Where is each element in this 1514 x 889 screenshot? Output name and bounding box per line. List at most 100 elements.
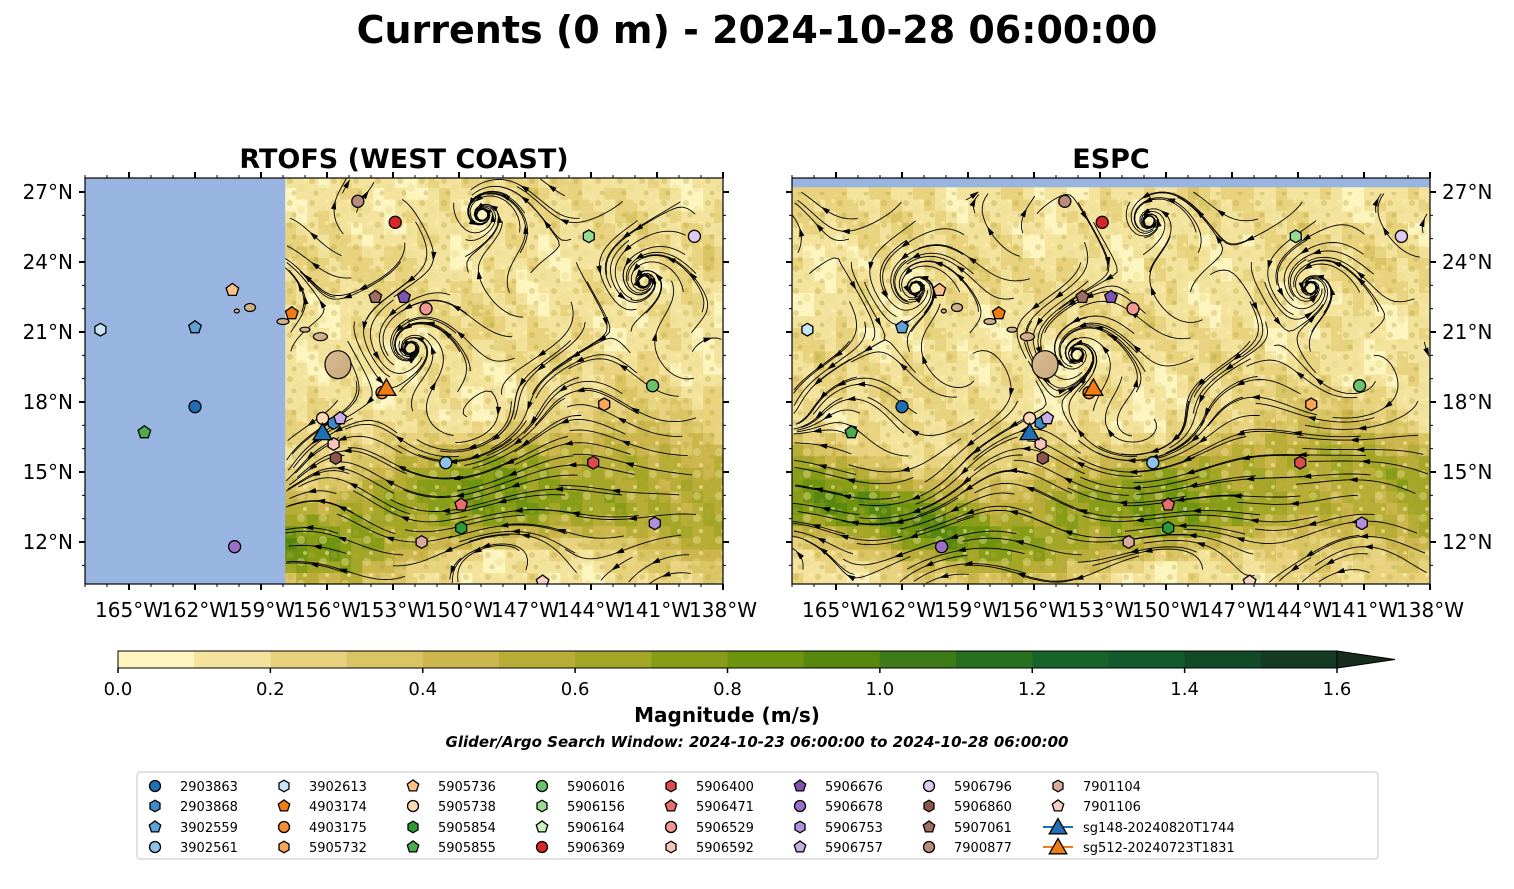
y-tick-label: 21°N xyxy=(1442,320,1492,344)
float-marker-5905854 xyxy=(455,520,468,536)
legend-label: 5905854 xyxy=(438,821,496,836)
float-marker-2903863 xyxy=(895,400,909,414)
legend-label: 5906164 xyxy=(567,821,625,836)
legend-marker xyxy=(793,799,807,813)
x-tick-label: 165°W xyxy=(802,598,870,622)
legend-item-7901104: 7901104 xyxy=(1052,779,1141,795)
x-tick-label: 144°W xyxy=(1264,598,1332,622)
float-marker-5906369 xyxy=(388,215,402,229)
float-marker-7900877 xyxy=(351,194,365,208)
legend-marker xyxy=(278,840,290,854)
legend-marker xyxy=(923,799,935,813)
y-tick-label: 27°N xyxy=(23,180,73,204)
float-marker-sg512-20240723T1831 xyxy=(1082,377,1104,396)
legend-marker xyxy=(665,779,677,793)
legend-item-5907061: 5907061 xyxy=(922,820,1012,836)
x-tick-label: 141°W xyxy=(623,598,691,622)
float-marker-5906592 xyxy=(1034,436,1047,452)
y-tick-label: 12°N xyxy=(1442,530,1492,554)
float-marker-3902613 xyxy=(94,322,107,337)
legend-label: 7900877 xyxy=(954,841,1012,856)
legend-item-7900877: 7900877 xyxy=(922,840,1012,856)
legend-label: 5906678 xyxy=(825,800,883,815)
float-marker-3902561 xyxy=(439,456,453,470)
float-marker-5906369 xyxy=(1095,215,1109,229)
legend-marker xyxy=(407,820,419,834)
legend-marker xyxy=(406,799,420,813)
float-marker-sg148-20240820T1744 xyxy=(1019,422,1041,441)
float-marker-5906678 xyxy=(227,540,242,554)
colorbar-segment xyxy=(575,651,652,668)
colorbar: 0.0 0.2 0.4 0.6 0.8 1.0 1.2 1.4 1.6 xyxy=(104,650,1396,700)
colorbar-segment xyxy=(803,651,881,668)
legend-marker xyxy=(535,820,549,833)
float-marker-5906860 xyxy=(1036,450,1049,466)
float-marker-sg512-20240723T1831 xyxy=(375,377,397,396)
float-marker-3902559 xyxy=(187,319,203,334)
hawaii-land xyxy=(940,302,1059,380)
legend-label: 5906796 xyxy=(954,780,1012,795)
y-tick-label: 24°N xyxy=(23,250,73,274)
panel-title: ESPC xyxy=(1072,144,1150,175)
legend-marker xyxy=(536,799,548,813)
x-tick-label: 138°W xyxy=(689,598,757,622)
x-tick-label: 159°W xyxy=(934,598,1002,622)
colorbar-tick-label: 1.6 xyxy=(1323,679,1352,700)
float-marker-7901106 xyxy=(535,574,550,584)
legend-label: 5906016 xyxy=(567,780,625,795)
y-tick-label: 15°N xyxy=(1442,460,1492,484)
y-tick-label: 18°N xyxy=(23,390,73,414)
legend-marker xyxy=(277,820,291,834)
float-marker-5906757 xyxy=(333,410,348,425)
float-marker-4903174 xyxy=(284,305,299,320)
x-tick-label: 165°W xyxy=(95,598,163,622)
legend-label: sg148-20240820T1744 xyxy=(1083,821,1235,836)
colorbar-segment xyxy=(651,651,728,668)
legend-item-5906369: 5906369 xyxy=(535,840,625,856)
legend-marker xyxy=(922,840,936,854)
y-tick-label: 27°N xyxy=(1442,180,1492,204)
float-marker-5906016 xyxy=(645,379,660,393)
colorbar-segment xyxy=(1032,651,1109,668)
colorbar-segment xyxy=(727,651,805,668)
float-marker-5906529 xyxy=(1126,302,1140,316)
float-marker-5905736 xyxy=(225,282,240,296)
legend-item-5906796: 5906796 xyxy=(922,779,1012,795)
legend-label: sg512-20240723T1831 xyxy=(1083,841,1235,856)
legend-label: 5906592 xyxy=(696,841,754,856)
y-tick-label: 21°N xyxy=(23,320,73,344)
legend-marker xyxy=(1052,779,1064,793)
float-marker-7901104 xyxy=(1122,534,1135,550)
legend-marker xyxy=(406,779,420,792)
float-marker-3902613 xyxy=(801,322,814,337)
x-tick-label: 141°W xyxy=(1330,598,1398,622)
colorbar-tick-label: 0.2 xyxy=(256,679,285,700)
legend-marker xyxy=(1051,799,1065,812)
float-marker-5906796 xyxy=(1394,229,1409,243)
figure-title: Currents (0 m) - 2024-10-28 06:00:00 xyxy=(357,8,1158,52)
legend-item-3902613: 3902613 xyxy=(278,779,367,795)
float-marker-5906471 xyxy=(1161,497,1176,511)
float-marker-5905732 xyxy=(598,397,611,412)
legend-label: 7901104 xyxy=(1083,780,1141,795)
float-marker-5907061 xyxy=(1075,289,1090,303)
colorbar-tick-label: 1.0 xyxy=(866,679,895,700)
legend-marker xyxy=(664,820,678,834)
map-frame xyxy=(84,177,724,585)
panel-title: RTOFS (WEST COAST) xyxy=(239,144,568,175)
legend-item-5906471: 5906471 xyxy=(664,799,754,815)
legend-marker xyxy=(148,820,162,833)
legend-item-5905738: 5905738 xyxy=(406,799,496,815)
x-tick-label: 159°W xyxy=(227,598,295,622)
legend-item-5905732: 5905732 xyxy=(278,840,367,856)
colorbar-segment xyxy=(194,651,271,668)
legend-item-5906678: 5906678 xyxy=(793,799,883,815)
y-tick-label: 24°N xyxy=(1442,250,1492,274)
legend-item-4903175: 4903175 xyxy=(277,820,367,836)
legend-item-2903868: 2903868 xyxy=(149,799,238,815)
map-area xyxy=(792,178,1430,584)
float-marker-5905736 xyxy=(932,282,947,296)
y-tick-label: 18°N xyxy=(1442,390,1492,414)
colorbar-segment xyxy=(956,651,1033,668)
